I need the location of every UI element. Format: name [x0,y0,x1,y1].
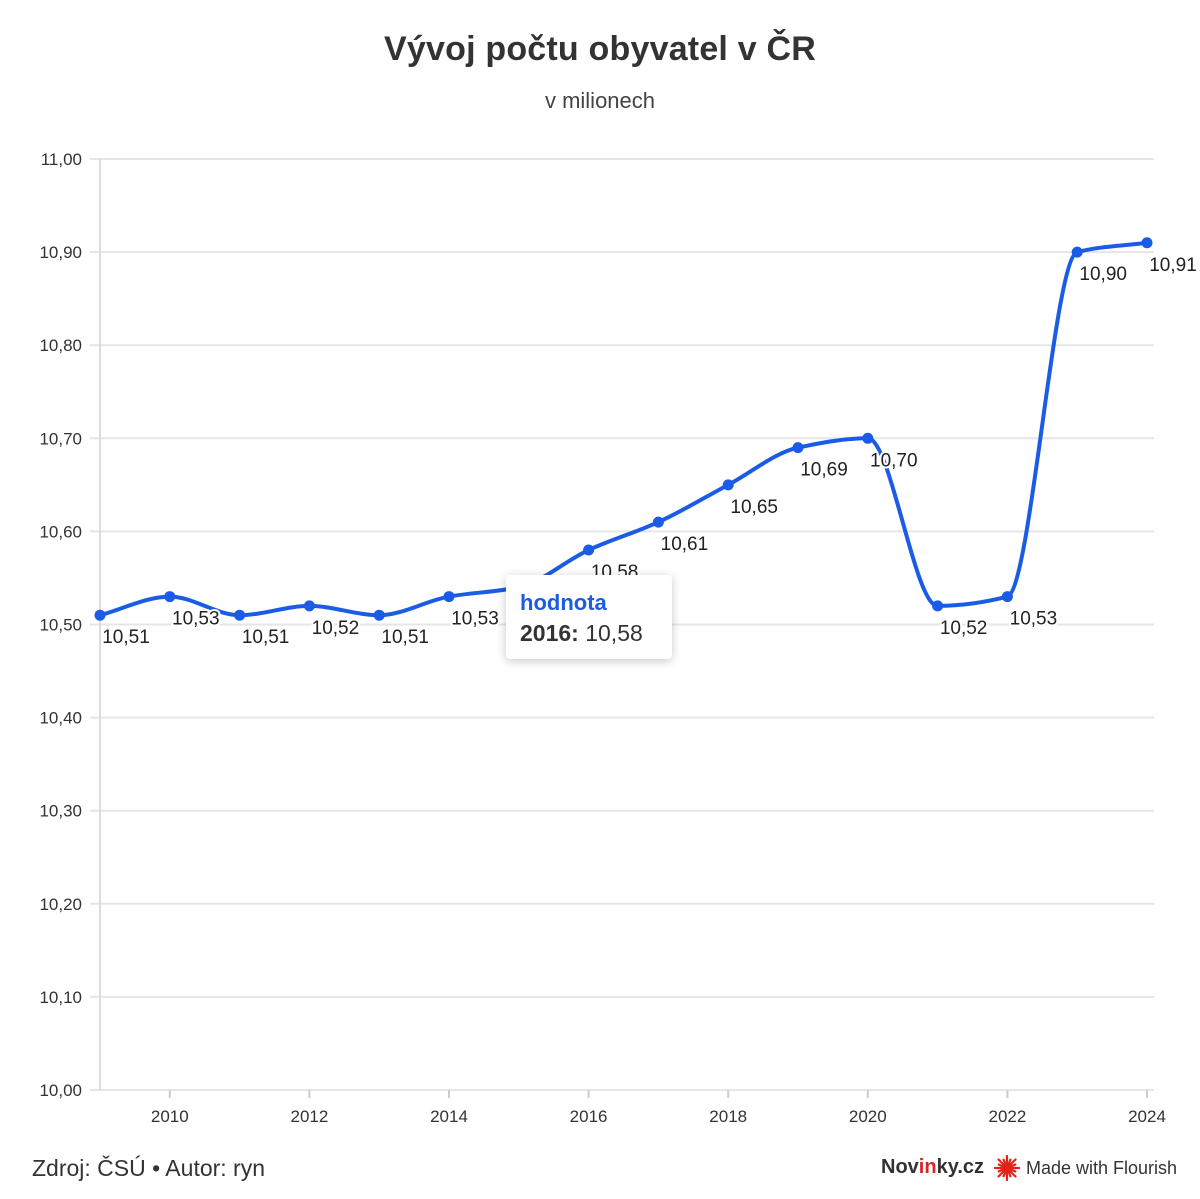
x-tick-label: 2024 [1128,1107,1166,1126]
flourish-ray [1008,1158,1017,1167]
data-point[interactable] [722,479,734,491]
data-point[interactable] [862,432,874,444]
x-tick-label: 2016 [570,1107,608,1126]
flourish-ray [997,1169,1006,1178]
x-tick-label: 2020 [849,1107,887,1126]
data-point[interactable] [443,591,455,603]
tooltip-year: 2016: [520,620,579,646]
y-tick-label: 10,80 [39,336,82,355]
flourish-ray [1002,1169,1007,1178]
flourish-ray [1007,1169,1012,1178]
flourish-ray [1008,1163,1017,1168]
x-tick-label: 2010 [151,1107,189,1126]
data-point[interactable] [932,600,944,612]
data-point[interactable] [1001,591,1013,603]
data-point[interactable] [652,516,664,528]
flourish-ray [1002,1158,1007,1167]
hover-tooltip: hodnota 2016: 10,58 [506,575,672,659]
data-label: 10,51 [242,627,290,648]
y-tick-label: 10,90 [39,243,82,262]
made-with-flourish-link[interactable]: Made with Flourish [994,1154,1177,1182]
data-label: 10,65 [730,497,778,518]
tooltip-series-name: hodnota [520,590,607,615]
y-tick-label: 10,70 [39,429,82,448]
series-line [98,240,1149,618]
brand-suffix: ky.cz [936,1156,985,1178]
data-point[interactable] [164,591,176,603]
data-label: 10,91 [1149,255,1197,276]
y-tick-label: 10,50 [39,616,82,635]
data-label: 10,53 [451,609,499,630]
x-tick-label: 2018 [709,1107,747,1126]
chart-title: Vývoj počtu obyvatel v ČR [384,30,816,68]
brand-accent: in [918,1156,937,1178]
data-point[interactable] [373,609,385,621]
y-tick-label: 10,00 [39,1081,82,1100]
flourish-ray [997,1163,1006,1168]
data-point[interactable] [303,600,315,612]
data-label: 10,51 [102,627,150,648]
y-tick-label: 10,40 [39,709,82,728]
y-tick-label: 10,30 [39,802,82,821]
data-point[interactable] [94,609,106,621]
data-label: 10,90 [1079,264,1127,285]
flourish-ray [1007,1158,1012,1167]
line-chart: 10,00 10,10 10,20 10,30 10,40 10,50 10,60 10,70… [39,150,1198,1126]
data-point[interactable] [1141,237,1153,249]
data-label: 10,53 [1010,609,1058,630]
data-label: 10,51 [381,627,429,648]
data-label: 10,61 [661,534,709,555]
x-tick-label: 2022 [988,1107,1026,1126]
brand-prefix: Nov [881,1156,919,1178]
x-tick-label: 2012 [290,1107,328,1126]
tooltip-value: 10,58 [585,620,643,646]
y-tick-label: 10,10 [39,988,82,1007]
novinky-logo[interactable]: Novinky.cz [881,1156,984,1179]
data-point[interactable] [1071,246,1083,258]
data-label: 10,52 [312,618,360,639]
flourish-ray [1008,1169,1017,1178]
data-point[interactable] [583,544,595,556]
chart-subtitle: v milionech [544,88,656,113]
data-label: 10,69 [800,460,848,481]
flourish-center [1003,1164,1011,1172]
grid-lines [90,158,1154,1091]
data-label: 10,53 [172,609,220,630]
made-with-flourish-label: Made with Flourish [1026,1157,1178,1178]
flourish-burst-icon [994,1155,1020,1181]
flourish-ray [997,1158,1006,1167]
y-tick-label: 11,00 [41,150,82,169]
axes: 10,00 10,10 10,20 10,30 10,40 10,50 10,60 10,70… [39,150,1165,1126]
flourish-ray [997,1168,1006,1173]
data-label: 10,70 [870,450,918,471]
data-point[interactable] [234,609,246,621]
tooltip-value-row: 2016: 10,58 [520,617,658,649]
y-tick-label: 10,20 [39,895,82,914]
flourish-ray [1008,1168,1017,1173]
source-credit: Zdroj: ČSÚ • Autor: ryn [32,1155,266,1181]
data-point[interactable] [792,442,804,454]
x-tick-label: 2014 [430,1107,468,1126]
data-label: 10,52 [940,618,988,639]
y-tick-label: 10,60 [39,522,82,541]
